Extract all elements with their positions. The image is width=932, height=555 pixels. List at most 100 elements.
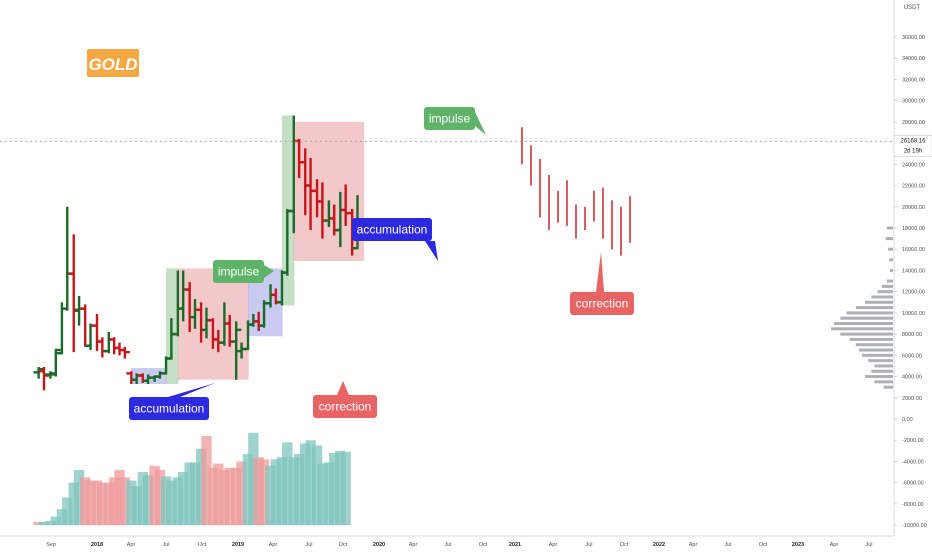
price-tick-label: 12000.00 bbox=[902, 290, 925, 296]
volume-bar bbox=[137, 472, 148, 526]
volume-bar bbox=[45, 520, 56, 526]
volume-bar bbox=[329, 452, 340, 526]
time-tick-label: Oct bbox=[339, 542, 348, 548]
volume-profile-row bbox=[831, 327, 893, 331]
volume-bar bbox=[154, 469, 166, 526]
volume-bar bbox=[189, 462, 201, 526]
annotation-correction-text: correction bbox=[319, 400, 372, 414]
volume-profile-row bbox=[874, 364, 893, 368]
volume-profile-row bbox=[840, 332, 893, 336]
ohlc-bar bbox=[62, 206, 73, 311]
time-tick-label: 2023 bbox=[792, 542, 804, 548]
bar-countdown: 2d 19h bbox=[904, 148, 922, 154]
volume-profile-row bbox=[885, 237, 893, 241]
volume-bar bbox=[335, 450, 346, 526]
price-tick-label: 22000.00 bbox=[902, 184, 925, 190]
volume-bar bbox=[172, 477, 184, 526]
ohlc-bar bbox=[92, 313, 102, 352]
price-tick-label: 30000.00 bbox=[902, 99, 925, 105]
price-tick-label: 14000.00 bbox=[902, 268, 925, 274]
volume-bar bbox=[300, 443, 311, 526]
ohlc-bar bbox=[38, 367, 49, 391]
volume-profile-row bbox=[846, 311, 893, 315]
annotation-accumulation-text: accumulation bbox=[357, 223, 428, 237]
volume-bar bbox=[248, 432, 259, 526]
annotation-impulse-text: impulse bbox=[429, 112, 471, 126]
volume-bar bbox=[142, 475, 154, 526]
price-tick-label: 32000.00 bbox=[902, 77, 925, 83]
price-tick-label: 2000.00 bbox=[902, 396, 922, 402]
time-tick-label: Jul bbox=[865, 542, 872, 548]
volume-bar bbox=[270, 459, 282, 526]
volume-profile-layer bbox=[831, 226, 893, 389]
volume-layer bbox=[33, 432, 351, 526]
price-tick-label: 16000.00 bbox=[902, 247, 925, 253]
time-tick-label: 2022 bbox=[653, 542, 665, 548]
volume-bar bbox=[62, 497, 73, 526]
volume-bar bbox=[201, 435, 212, 526]
ohlc-bar bbox=[103, 331, 114, 354]
price-tick-label: 36000.00 bbox=[902, 35, 925, 41]
volume-bar bbox=[282, 442, 293, 526]
price-tick-label: 28000.00 bbox=[902, 120, 925, 126]
volume-bar bbox=[108, 477, 120, 526]
volume-bar bbox=[305, 440, 316, 526]
time-tick-label: 2018 bbox=[91, 542, 103, 548]
price-tick-label: 0.00 bbox=[902, 417, 913, 423]
volume-profile-row bbox=[889, 268, 893, 272]
volume-bar bbox=[293, 454, 305, 526]
volume-bar bbox=[219, 469, 230, 526]
volume-profile-row bbox=[865, 300, 893, 304]
time-tick-label: Jul bbox=[585, 542, 592, 548]
time-tick-label: 2020 bbox=[373, 542, 385, 548]
time-tick-label: Apr bbox=[689, 542, 698, 548]
volume-bar bbox=[195, 448, 207, 526]
volume-profile-row bbox=[871, 369, 893, 373]
price-tick-label: -2000.00 bbox=[902, 438, 924, 444]
volume-bar bbox=[85, 480, 96, 526]
annotation-labels-layer[interactable]: accumulation impulse correction accumulatio… bbox=[129, 107, 634, 420]
volume-bar bbox=[258, 459, 270, 526]
time-tick-label: 2021 bbox=[509, 542, 521, 548]
annotation-correction[interactable]: correction bbox=[570, 252, 634, 315]
time-tick-label: Jul bbox=[305, 542, 312, 548]
ohlc-bar bbox=[50, 348, 61, 377]
volume-bar bbox=[265, 465, 276, 526]
ohlc-bar bbox=[85, 323, 96, 351]
price-axis-ticks[interactable]: 36000.00 34000.00 32000.00 30000.00 28000.00… bbox=[894, 35, 927, 529]
volume-profile-row bbox=[886, 226, 893, 230]
time-tick-label: Oct bbox=[620, 542, 629, 548]
ohlc-bar bbox=[97, 337, 108, 358]
time-tick-label: Sep bbox=[46, 542, 56, 548]
price-tick-label: 4000.00 bbox=[902, 375, 922, 381]
volume-bar bbox=[323, 462, 335, 526]
time-tick-label: Jul bbox=[724, 542, 731, 548]
annotation-correction[interactable]: correction bbox=[313, 381, 377, 418]
ohlc-bar bbox=[68, 234, 79, 353]
volume-bar bbox=[160, 476, 172, 526]
volume-profile-row bbox=[881, 284, 893, 288]
price-tick-label: 24000.00 bbox=[902, 162, 925, 168]
time-axis-ticks[interactable]: Sep 2018 Apr Jul Oct 2019 Apr Jul Oct 2020 Apr Jul O… bbox=[46, 542, 872, 548]
volume-profile-row bbox=[888, 247, 893, 251]
annotation-impulse-text: impulse bbox=[218, 265, 260, 279]
volume-profile-row bbox=[868, 359, 893, 363]
price-tick-label: 8000.00 bbox=[902, 332, 922, 338]
time-tick-label: Apr bbox=[830, 542, 839, 548]
volume-profile-row bbox=[889, 258, 893, 262]
price-tick-label: -6000.00 bbox=[902, 481, 924, 487]
volume-bar bbox=[114, 469, 125, 526]
annotation-accumulation[interactable]: accumulation bbox=[129, 383, 215, 420]
ohlc-bar bbox=[119, 346, 130, 359]
time-tick-label: Apr bbox=[127, 542, 136, 548]
time-tick-label: 2019 bbox=[232, 542, 244, 548]
volume-bar bbox=[50, 516, 62, 526]
annotation-impulse[interactable]: impulse bbox=[213, 260, 274, 283]
time-tick-label: Oct bbox=[479, 542, 488, 548]
annotation-impulse[interactable]: impulse bbox=[424, 107, 486, 135]
time-tick-label: Oct bbox=[198, 542, 207, 548]
volume-bar bbox=[97, 482, 108, 526]
annotation-accumulation[interactable]: accumulation bbox=[352, 218, 438, 261]
